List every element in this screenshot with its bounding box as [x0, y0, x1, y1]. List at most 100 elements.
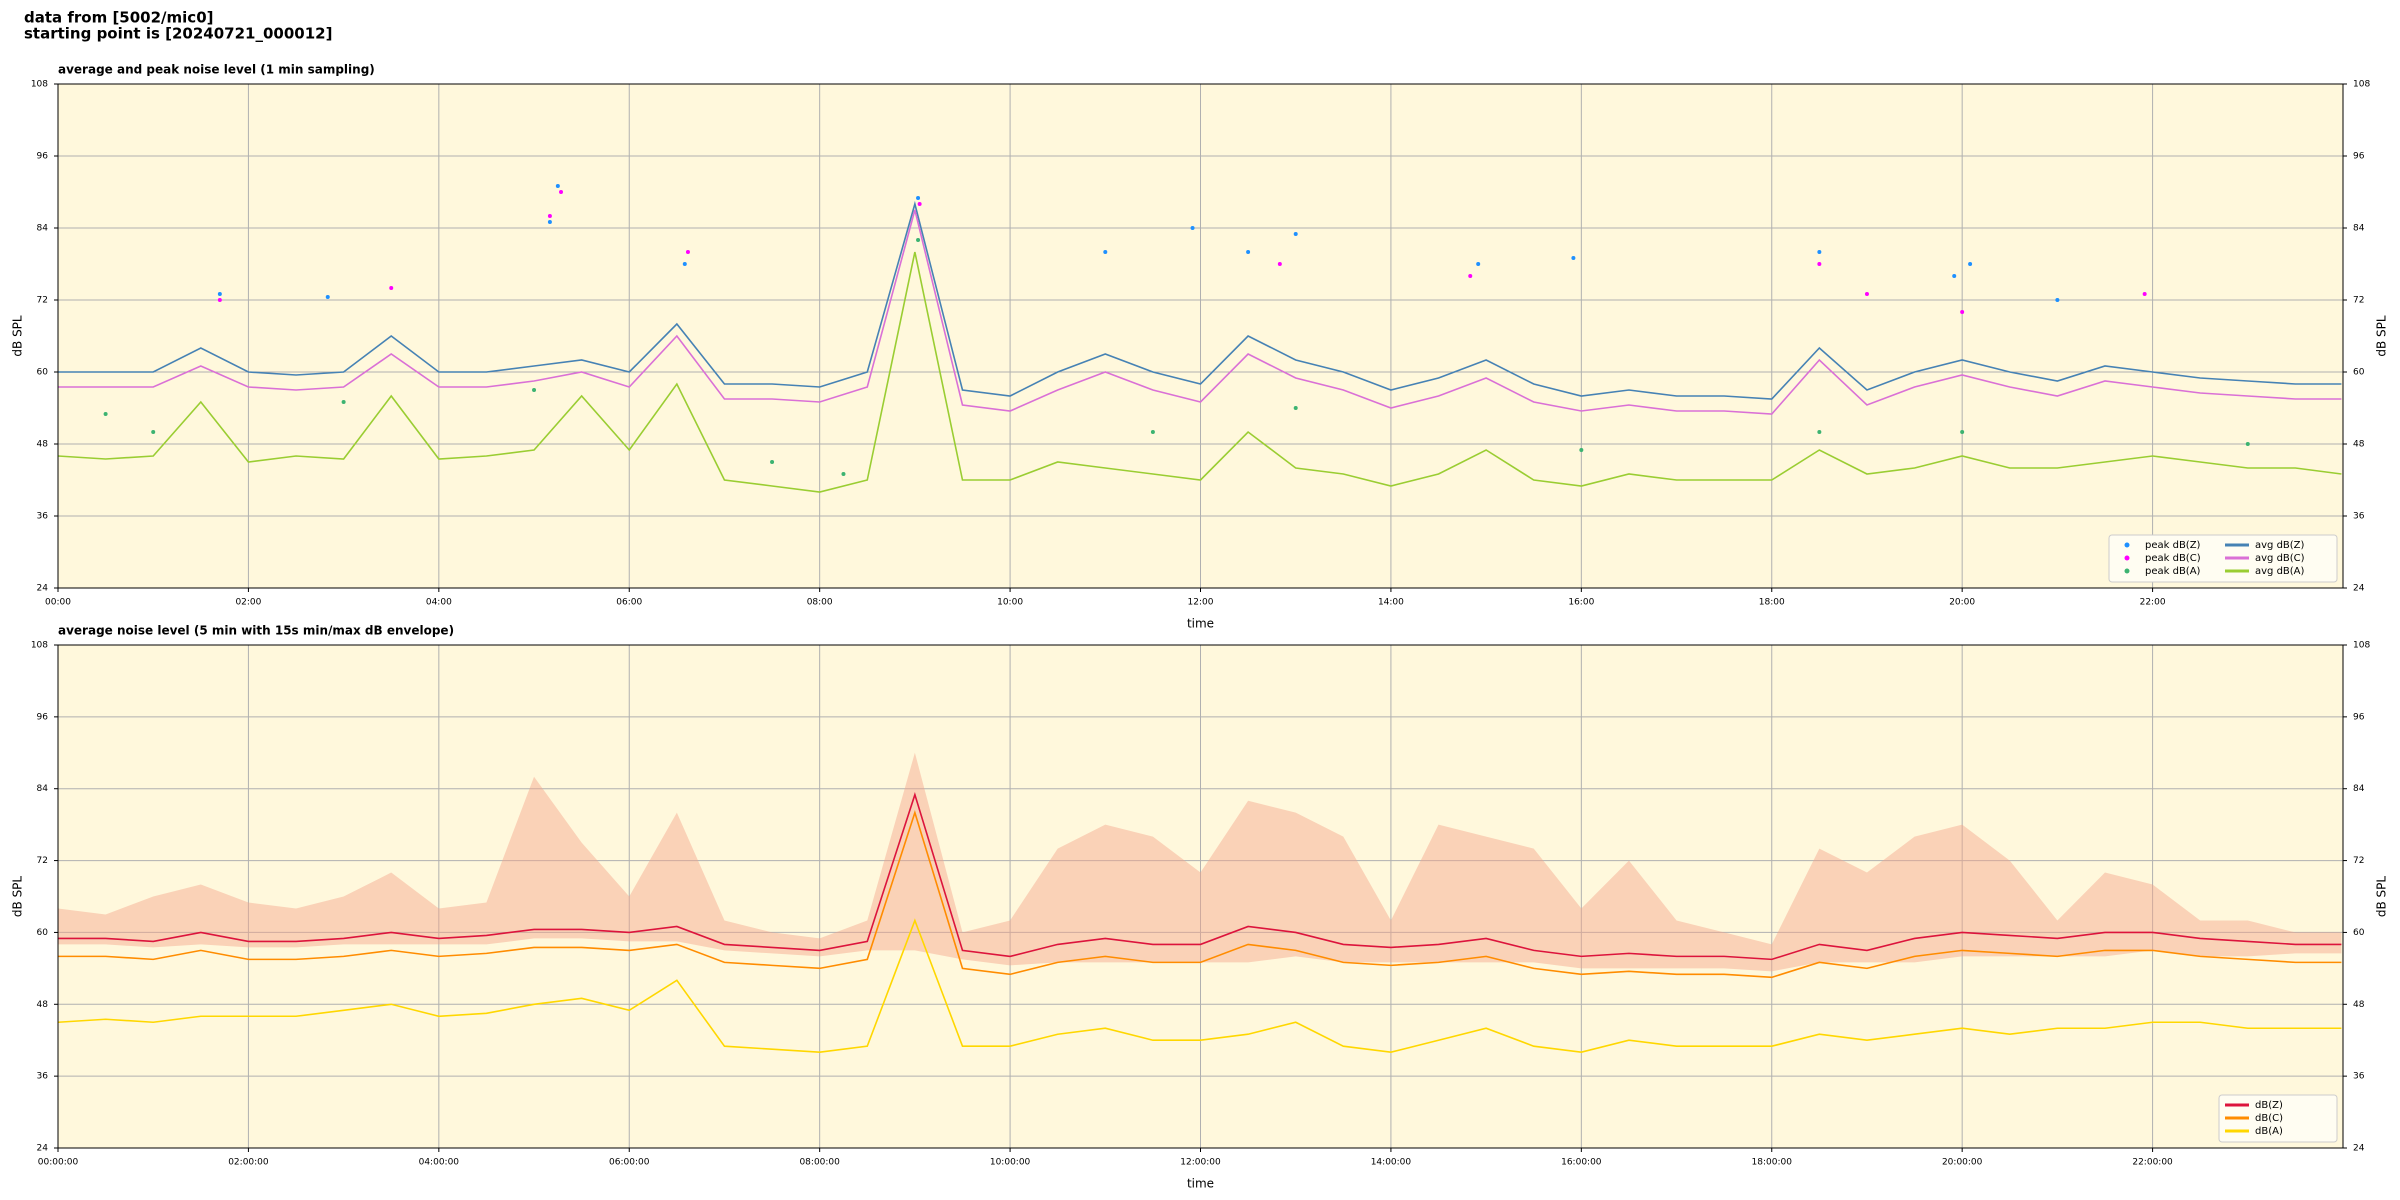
peak-point	[217, 298, 222, 302]
peak-point	[1246, 250, 1251, 254]
y-tick-label: 24	[37, 1144, 49, 1154]
legend-box	[2108, 534, 2338, 583]
y-tick-label: 48	[37, 1000, 49, 1010]
y-tick-label-right: 60	[2353, 928, 2365, 938]
legend-label: dB(C)	[2255, 1113, 2283, 1124]
plot-frame	[57, 83, 2344, 589]
x-tick-label: 10:00	[997, 598, 1023, 608]
y-tick-label-right: 108	[2353, 80, 2370, 90]
peak-point	[1817, 430, 1822, 434]
peak-point	[2245, 442, 2250, 446]
legend-marker	[2124, 555, 2130, 561]
peak-point	[1952, 274, 1957, 278]
y-tick-label-right: 24	[2353, 1144, 2365, 1154]
y-tick-label: 96	[37, 152, 49, 162]
x-tick-label: 20:00	[1949, 598, 1975, 608]
peak-point	[389, 286, 394, 290]
y-tick-label: 48	[37, 440, 49, 450]
peak-point	[1293, 232, 1298, 236]
series-line	[58, 792, 2342, 961]
x-tick-label: 16:00:00	[1561, 1158, 1602, 1168]
peak-point	[559, 190, 564, 194]
chart-title: average and peak noise level (1 min samp…	[58, 63, 375, 77]
peak-point	[103, 412, 108, 416]
peak-point	[1968, 262, 1973, 266]
x-tick-label: 18:00	[1759, 598, 1785, 608]
legend-label: dB(A)	[2255, 1126, 2283, 1137]
y-tick-label: 96	[37, 712, 49, 722]
y-axis-label-right: dB SPL	[2375, 876, 2389, 918]
x-tick-label: 14:00:00	[1371, 1158, 1412, 1168]
y-tick-label-right: 36	[2353, 1072, 2365, 1082]
y-tick-label: 60	[37, 928, 49, 938]
y-tick-label-right: 24	[2353, 584, 2365, 594]
series-line	[58, 810, 2342, 979]
peak-point	[1960, 310, 1965, 314]
legend-marker	[2124, 542, 2130, 548]
x-tick-label: 16:00	[1568, 598, 1594, 608]
x-tick-label: 08:00	[807, 598, 833, 608]
legend-label: dB(Z)	[2255, 1100, 2283, 1111]
peak-point	[770, 460, 775, 464]
y-tick-label: 60	[37, 368, 49, 378]
y-tick-label-right: 84	[2353, 224, 2365, 234]
peak-point	[547, 220, 552, 224]
peak-point	[917, 202, 922, 206]
y-tick-label-right: 72	[2353, 296, 2364, 306]
y-tick-label: 84	[37, 784, 49, 794]
peak-point	[217, 292, 222, 296]
peak-point	[1150, 430, 1155, 434]
x-tick-label: 04:00	[426, 598, 452, 608]
series-line	[57, 251, 2342, 493]
x-tick-label: 04:00:00	[419, 1158, 460, 1168]
peak-point	[547, 214, 552, 218]
y-tick-label: 108	[31, 80, 48, 90]
x-axis-label: time	[1187, 1177, 1214, 1191]
x-tick-label: 22:00	[2140, 598, 2166, 608]
y-axis-label-right: dB SPL	[2375, 315, 2389, 357]
legend-label: avg dB(C)	[2255, 553, 2305, 564]
y-tick-label: 36	[37, 512, 49, 522]
peak-point	[1277, 262, 1282, 266]
peak-point	[916, 196, 921, 200]
plot-frame	[57, 644, 2344, 1149]
y-tick-label: 36	[37, 1072, 49, 1082]
peak-point	[151, 430, 156, 434]
x-tick-label: 12:00	[1188, 598, 1214, 608]
y-tick-label: 84	[37, 224, 49, 234]
legend-label: avg dB(Z)	[2255, 540, 2305, 551]
x-tick-label: 22:00:00	[2132, 1158, 2173, 1168]
peak-point	[1571, 256, 1576, 260]
y-tick-label: 108	[31, 641, 48, 651]
series-line	[58, 209, 2342, 415]
peak-point	[1190, 226, 1195, 230]
peak-point	[1864, 292, 1869, 296]
peak-point	[682, 262, 687, 266]
peak-point	[341, 400, 346, 404]
series-line	[57, 918, 2342, 1054]
envelope-area	[58, 752, 2342, 972]
y-tick-label-right: 84	[2353, 784, 2365, 794]
peak-point	[532, 388, 537, 392]
y-tick-label-right: 36	[2353, 512, 2365, 522]
legend-label: peak dB(Z)	[2145, 540, 2201, 551]
x-tick-label: 02:00	[235, 598, 261, 608]
peak-point	[2055, 298, 2060, 302]
peak-point	[1817, 262, 1822, 266]
peak-point	[325, 295, 330, 299]
y-tick-label-right: 96	[2353, 152, 2365, 162]
x-tick-label: 14:00	[1378, 598, 1404, 608]
y-axis-label: dB SPL	[11, 315, 25, 357]
peak-point	[685, 250, 690, 254]
peak-point	[1476, 262, 1481, 266]
peak-point	[1103, 250, 1108, 254]
x-axis-label: time	[1187, 617, 1214, 631]
peak-point	[1293, 406, 1298, 410]
peak-point	[1579, 448, 1584, 452]
y-tick-label-right: 48	[2353, 440, 2365, 450]
y-tick-label-right: 108	[2353, 641, 2370, 651]
x-tick-label: 10:00:00	[990, 1158, 1031, 1168]
y-axis-label: dB SPL	[11, 876, 25, 918]
header-source: data from [5002/mic0]	[24, 9, 214, 27]
